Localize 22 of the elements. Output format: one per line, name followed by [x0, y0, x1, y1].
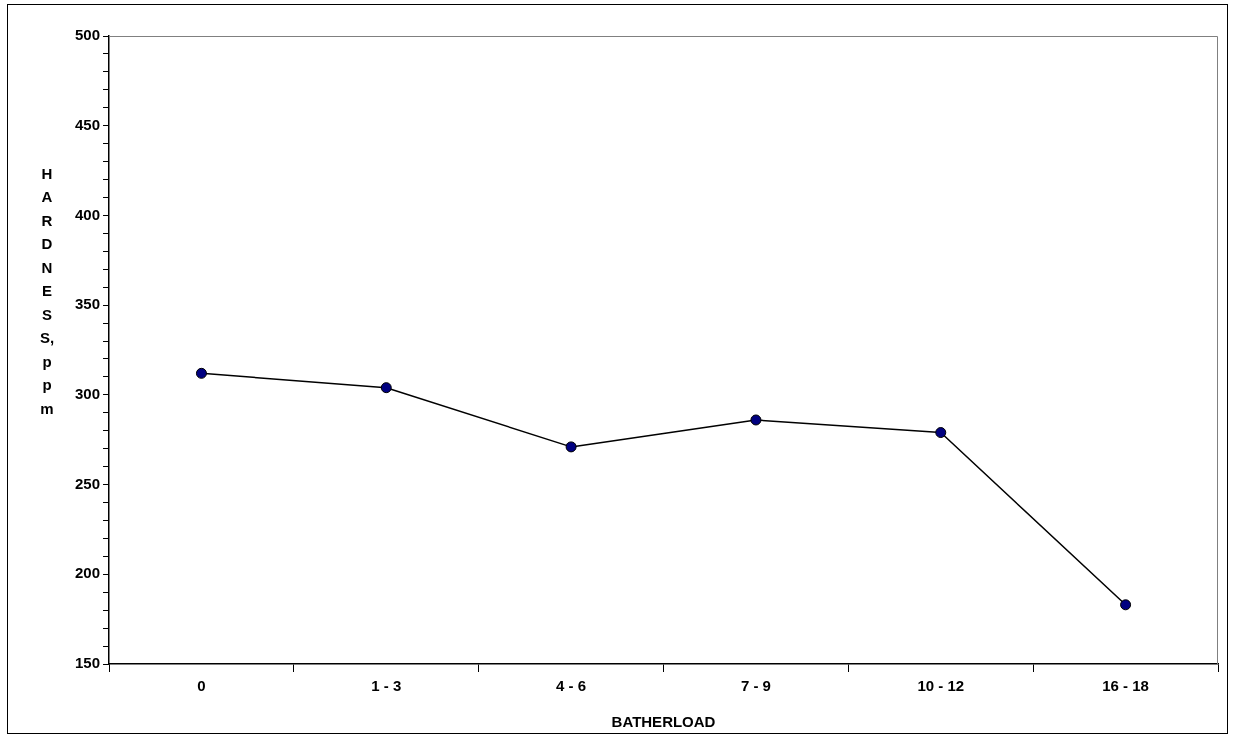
point	[1120, 599, 1132, 611]
y-tick-label: 150	[75, 654, 101, 672]
x-tick-label: 16 - 18	[1102, 677, 1149, 695]
point	[380, 382, 392, 394]
y-tick-label: 250	[75, 474, 101, 492]
y-tick-label: 300	[75, 385, 101, 402]
y-tick-label: 400	[75, 205, 101, 223]
y-tick-label: 200	[75, 564, 101, 582]
x-tick-label: 0	[197, 677, 206, 695]
point	[195, 367, 207, 379]
y-tick-label: 450	[75, 115, 101, 133]
text: HARDNESS, ppm	[39, 164, 55, 417]
y-tick-label: 350	[75, 295, 101, 313]
point	[935, 427, 947, 439]
x-tick-label: 4 - 6	[556, 677, 587, 695]
x-tick-label: 7 - 9	[740, 677, 771, 695]
x-axis-title: BATHERLOAD	[611, 713, 716, 731]
y-tick-label: 500	[75, 26, 101, 44]
x-tick-label: 10 - 12	[917, 677, 965, 695]
point	[750, 414, 762, 426]
point	[565, 441, 577, 453]
x-tick-label: 1 - 3	[371, 677, 402, 695]
